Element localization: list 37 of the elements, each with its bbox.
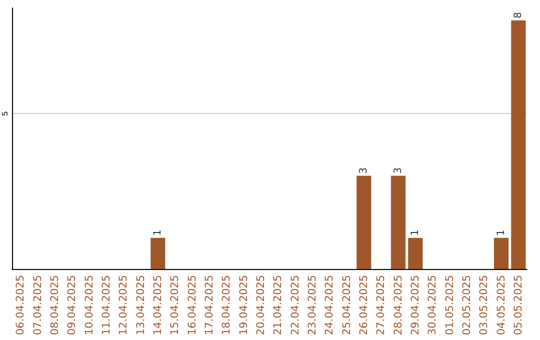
- y-tick-label: 5: [0, 110, 10, 116]
- x-tick-label: 27.04.2025: [375, 275, 388, 336]
- x-tick-label: 29.04.2025: [409, 275, 422, 336]
- x-tick-label: 16.04.2025: [186, 275, 198, 336]
- x-tick-label: 03.05.2025: [478, 275, 490, 336]
- x-tick-label: 20.04.2025: [254, 275, 267, 336]
- x-tick-label: 22.04.2025: [289, 275, 302, 336]
- x-tick-label: 11.04.2025: [100, 275, 112, 336]
- data-label: 3: [392, 167, 404, 174]
- x-tick-label: 12.04.2025: [118, 275, 130, 336]
- x-tick-label: 06.04.2025: [14, 275, 27, 336]
- data-label: 1: [496, 230, 507, 236]
- x-tick-label: 01.05.2025: [444, 275, 456, 336]
- x-tick-label: 21.04.2025: [272, 275, 284, 336]
- x-tick-label: 30.04.2025: [426, 275, 439, 336]
- x-tick-label: 14.04.2025: [152, 275, 164, 336]
- x-tick-label: 05.05.2025: [512, 275, 524, 336]
- x-tick-label: 09.04.2025: [66, 275, 78, 336]
- x-tick-label: 23.04.2025: [306, 275, 318, 336]
- x-tick-label: 10.04.2025: [83, 275, 96, 336]
- x-tick-label: 24.04.2025: [324, 275, 336, 336]
- x-tick-label: 19.04.2025: [238, 275, 250, 336]
- x-tick-label: 25.04.2025: [340, 275, 353, 336]
- x-tick-label: 28.04.2025: [392, 275, 404, 336]
- x-tick-label: 13.04.2025: [134, 275, 147, 336]
- data-label: 3: [358, 167, 370, 174]
- x-tick-label: 17.04.2025: [203, 275, 216, 336]
- x-tick-label: 15.04.2025: [169, 275, 182, 336]
- x-tick-label: 18.04.2025: [220, 275, 233, 336]
- data-label: 1: [152, 230, 164, 236]
- x-tick-label: 08.04.2025: [48, 275, 61, 336]
- data-label: 1: [410, 230, 421, 236]
- data-label: 8: [512, 12, 524, 18]
- x-tick-label: 02.05.2025: [460, 275, 473, 336]
- x-tick-label: 26.04.2025: [358, 275, 370, 336]
- x-tick-label: 04.05.2025: [495, 275, 508, 336]
- x-tick-label: 07.04.2025: [32, 275, 44, 336]
